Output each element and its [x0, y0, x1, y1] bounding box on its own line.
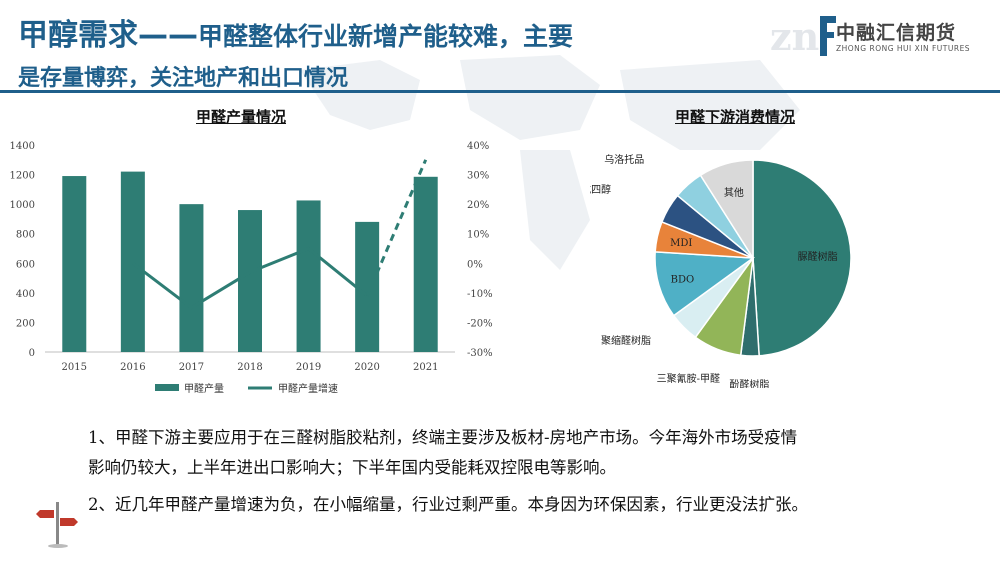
bar-2017 — [179, 204, 204, 352]
x-tick-label: 2016 — [120, 362, 145, 373]
x-tick-label: 2021 — [413, 362, 438, 373]
growth-line-forecast — [365, 159, 428, 297]
body-p1-line2: 影响仍较大，上半年进出口影响大；下半年国内受能耗双控限电等影响。 — [88, 458, 616, 477]
body-paragraph-1: 1、甲醛下游主要应用于在三醛树脂胶粘剂，终端主要涉及板材-房地产市场。今年海外市… — [88, 423, 948, 483]
y-tick-label: 800 — [16, 230, 35, 241]
y2-tick-label: 0% — [467, 259, 483, 270]
bar-2021 — [413, 176, 438, 352]
x-tick-label: 2018 — [237, 362, 262, 373]
y-tick-label: 600 — [16, 259, 35, 270]
world-map-background — [300, 55, 840, 270]
y2-tick-label: -30% — [467, 348, 493, 359]
y2-tick-label: 40% — [467, 141, 489, 152]
y-tick-label: 200 — [16, 318, 35, 329]
x-tick-label: 2017 — [179, 362, 204, 373]
y-tick-label: 400 — [16, 289, 35, 300]
company-logo: zn — [770, 14, 836, 59]
production-chart: 0 200 400 600 800 1000 1200 1400 -30% -20% -10% 0% 1… — [10, 141, 493, 395]
y-tick-label: 0 — [29, 348, 35, 359]
x-tick-label: 2020 — [354, 362, 379, 373]
title-divider — [0, 90, 1000, 93]
pie-label: BDO — [671, 275, 695, 286]
y2-tick-label: -10% — [467, 289, 493, 300]
logo-chinese-name: 中融汇信期货 — [836, 22, 957, 44]
growth-line — [131, 246, 369, 310]
bar-2016 — [120, 171, 145, 352]
x-tick-label: 2019 — [296, 362, 321, 373]
y-tick-label: 1200 — [10, 171, 35, 182]
pie-label: 其他 — [724, 186, 744, 199]
pie-label: 乌洛托品 — [604, 153, 644, 166]
y2-tick-label: 10% — [467, 230, 489, 241]
body-paragraph-2: 2、近几年甲醛产量增速为负，在小幅缩量，行业过剩严重。本身因为环保因素，行业更没… — [88, 495, 808, 514]
x-tick-label: 2015 — [62, 362, 87, 373]
y-tick-label: 1400 — [10, 141, 35, 152]
bar-2015 — [62, 176, 87, 352]
logo-english-name: ZHONG RONG HUI XIN FUTURES — [836, 44, 971, 53]
signpost-icon — [36, 502, 78, 548]
legend-bar-swatch — [155, 384, 179, 391]
body-p1-line1: 1、甲醛下游主要应用于在三醛树脂胶粘剂，终端主要涉及板材-房地产市场。今年海外市… — [88, 428, 798, 447]
y2-tick-label: -20% — [467, 318, 493, 329]
y2-tick-label: 30% — [467, 171, 489, 182]
legend-bar-label: 甲醛产量 — [184, 382, 224, 395]
page-title: 甲醇需求——甲醛整体行业新增产能较难，主要 — [18, 18, 574, 53]
pie-slice-8 — [699, 159, 754, 261]
pie-label: 酚醛树脂 — [729, 378, 769, 388]
pie-slice-0 — [752, 159, 852, 357]
right-chart-title: 甲醛下游消费情况 — [675, 108, 796, 126]
svg-text:zn: zn — [770, 14, 819, 59]
page-title-line2: 是存量博弈，关注地产和出口情况 — [18, 66, 349, 91]
pie-slice-4 — [654, 251, 756, 317]
y-tick-label: 1000 — [10, 200, 35, 211]
left-chart-title: 甲醛产量情况 — [196, 108, 287, 126]
pie-label: MDI — [670, 238, 692, 249]
pie-label: 季戊四醇 — [590, 183, 611, 196]
bar-2018 — [238, 210, 262, 352]
pie-label: 三聚氰胺-甲醛树脂 — [657, 372, 720, 388]
bar-2020 — [355, 221, 380, 352]
pie-label: 聚缩醛树脂 — [601, 334, 651, 347]
y2-tick-label: 20% — [467, 200, 489, 211]
pie-label: 脲醛树脂 — [798, 250, 838, 263]
legend-line-label: 甲醛产量增速 — [278, 382, 338, 395]
bar-2019 — [296, 200, 321, 352]
